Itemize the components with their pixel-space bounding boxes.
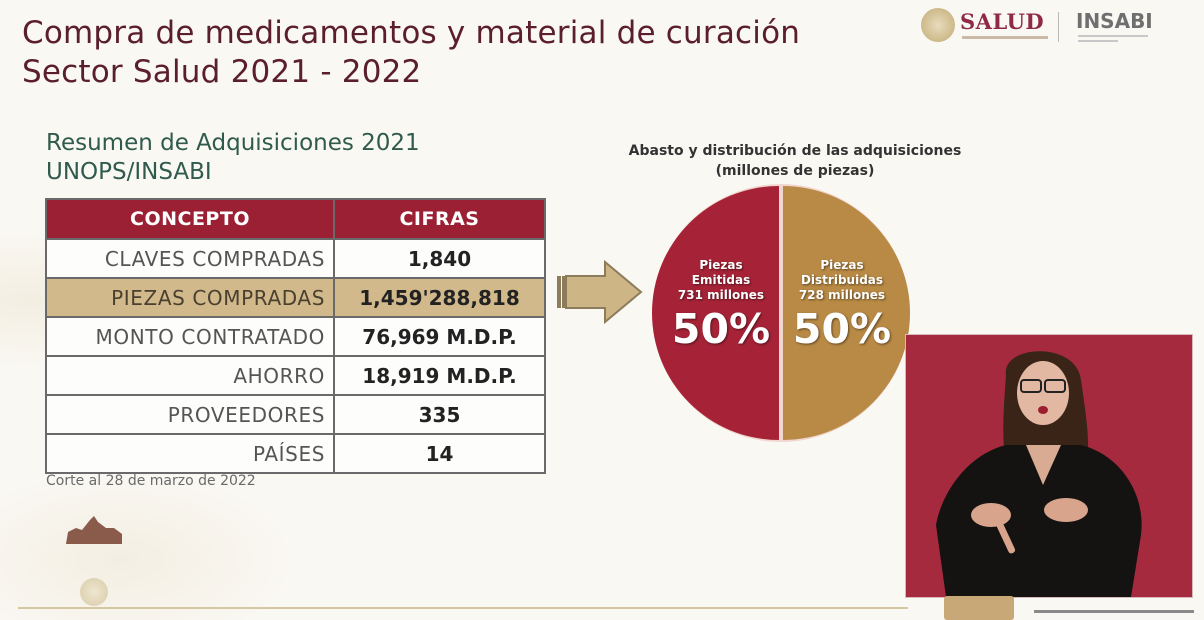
row-label: AHORRO [45,355,335,396]
column-header-concepto: CONCEPTO [45,198,335,240]
summary-title-line-1: Resumen de Adquisiciones 2021 [46,130,420,156]
slice-percentage: 50% [671,305,771,353]
row-value: 335 [333,394,546,435]
slice-label-line: Emitidas [691,273,751,287]
table-header-row: CONCEPTO CIFRAS [45,198,546,240]
page-title: Compra de medicamentos y material de cur… [22,14,800,92]
footer-caption [1034,610,1194,613]
footer-divider [18,607,908,609]
column-header-cifras: CIFRAS [333,198,546,240]
table-row: AHORRO 18,919 M.D.P. [45,355,546,396]
table-row-highlighted: PIEZAS COMPRADAS 1,459'288,818 [45,277,546,318]
footer-seal-icon [80,578,108,606]
pie-chart [652,184,910,442]
insabi-logo: INSABI [1076,9,1153,33]
footer-logo-left [64,514,124,546]
seal-icon [921,8,955,42]
sign-language-interpreter-video [905,334,1193,598]
slice-label-emitidas: Piezas Emitidas 731 millones 50% [660,258,782,352]
table-row: PAÍSES 14 [45,433,546,474]
cutoff-note: Corte al 28 de marzo de 2022 [46,473,256,489]
slice-percentage: 50% [792,305,892,353]
salud-logo-subtext [962,36,1048,39]
row-label: MONTO CONTRATADO [45,316,335,357]
row-value: 1,840 [333,238,546,279]
chart-subtitle: (millones de piezas) [715,163,875,179]
row-label: PIEZAS COMPRADAS [45,277,335,318]
row-value: 18,919 M.D.P. [333,355,546,396]
slice-label-line: Piezas [820,258,864,272]
slice-label-value: 728 millones [798,288,886,302]
interpreter-figure [936,351,1142,597]
table-row: CLAVES COMPRADAS 1,840 [45,238,546,279]
insabi-logo-subtext [1078,35,1148,37]
row-label: PAÍSES [45,433,335,474]
slice-label-line: Piezas [699,258,743,272]
heroes-logo-icon [66,516,122,544]
insabi-logo-subtext-2 [1078,40,1118,42]
title-line-2: Sector Salud 2021 - 2022 [22,54,422,90]
slice-label-distribuidas: Piezas Distribuidas 728 millones 50% [780,258,904,352]
row-value: 1,459'288,818 [333,277,546,318]
summary-title-line-2: UNOPS/INSABI [46,159,212,185]
summary-title: Resumen de Adquisiciones 2021 UNOPS/INSA… [46,129,420,187]
chart-title-line: Abasto y distribución de las adquisicion… [628,143,962,159]
summary-table: CONCEPTO CIFRAS CLAVES COMPRADAS 1,840 P… [45,198,546,474]
row-value: 76,969 M.D.P. [333,316,546,357]
header-logos: SALUD INSABI [918,6,1188,48]
logo-divider [1058,12,1059,42]
arrow-right-icon [557,260,643,324]
chart-title: Abasto y distribución de las adquisicion… [585,141,1005,181]
footer-image-icon [944,596,1014,620]
row-value: 14 [333,433,546,474]
pie-slice-distribuidas [783,186,910,440]
title-line-1: Compra de medicamentos y material de cur… [22,15,801,51]
footer-logo-right [944,596,1194,620]
pie-slice-emitidas [652,186,779,440]
table-row: PROVEEDORES 335 [45,394,546,435]
table-row: MONTO CONTRATADO 76,969 M.D.P. [45,316,546,357]
slice-label-line: Distribuidas [800,273,884,287]
row-label: CLAVES COMPRADAS [45,238,335,279]
salud-logo: SALUD [960,9,1045,34]
row-label: PROVEEDORES [45,394,335,435]
slice-label-value: 731 millones [677,288,765,302]
